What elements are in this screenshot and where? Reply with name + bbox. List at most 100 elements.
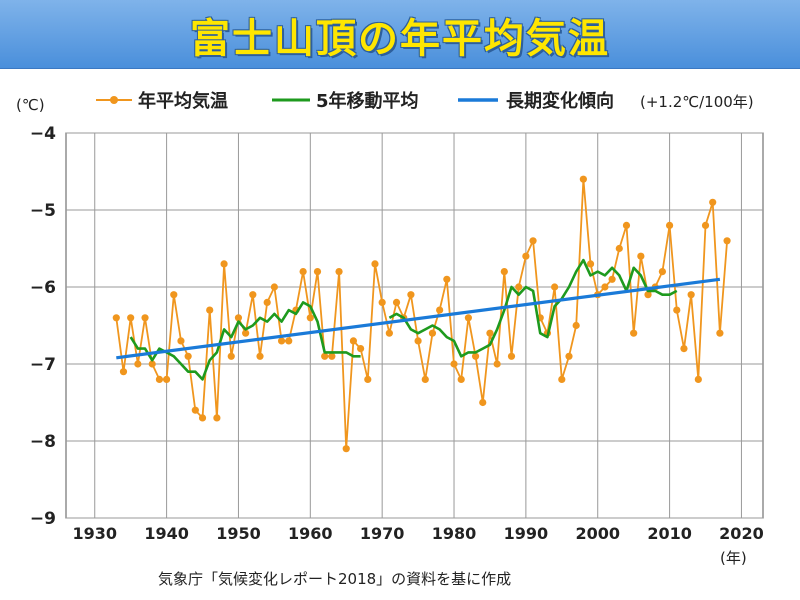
legend-label-moving-average: 5年移動平均 bbox=[316, 90, 419, 112]
legend-label-trend: 長期変化傾向 bbox=[506, 90, 614, 112]
annual-temp-point bbox=[191, 406, 199, 414]
annual-temp-point bbox=[680, 345, 688, 353]
annual-temp-point bbox=[471, 352, 480, 360]
annual-temp-point bbox=[263, 298, 271, 306]
annual-temp-point bbox=[687, 291, 695, 299]
moving-average-line bbox=[129, 301, 361, 381]
annual-temp-point bbox=[342, 445, 350, 453]
annual-temp-point bbox=[141, 314, 149, 322]
annual-temp-point bbox=[529, 237, 537, 245]
annual-temp-point bbox=[622, 221, 631, 229]
annual-temp-point bbox=[184, 352, 192, 360]
annual-temp-point bbox=[170, 291, 178, 299]
x-tick-label: 1930 bbox=[72, 524, 117, 543]
annual-temp-point bbox=[385, 329, 393, 337]
annual-temp-point bbox=[349, 337, 358, 345]
annual-temp-point bbox=[392, 298, 401, 306]
annual-temp-point bbox=[630, 329, 638, 337]
chart-title: 富士山頂の年平均気温 bbox=[190, 16, 610, 62]
annual-temp-point bbox=[694, 375, 702, 383]
annual-temp-point bbox=[428, 329, 437, 337]
y-axis-unit: (℃) bbox=[16, 96, 45, 114]
annual-temp-point bbox=[450, 360, 458, 368]
annual-temp-point bbox=[313, 268, 322, 276]
annual-temp-point bbox=[335, 268, 343, 276]
annual-temp-point bbox=[493, 360, 501, 368]
annual-temp-point bbox=[565, 352, 573, 360]
y-tick-label: −4 bbox=[30, 124, 56, 144]
annual-temp-point bbox=[328, 352, 336, 360]
annual-temp-point bbox=[443, 275, 451, 283]
annual-temp-point bbox=[321, 352, 329, 360]
annual-temp-point bbox=[220, 260, 228, 268]
y-tick-label: −7 bbox=[30, 355, 56, 375]
annual-temp-point bbox=[572, 321, 580, 330]
annual-temp-point bbox=[285, 337, 293, 345]
annual-temp-point bbox=[148, 360, 156, 368]
y-tick-label: −8 bbox=[30, 432, 56, 452]
annual-temp-point bbox=[658, 268, 667, 276]
annual-temp-point bbox=[364, 375, 372, 383]
y-tick-label: −6 bbox=[30, 278, 56, 298]
annual-temp-point bbox=[608, 275, 616, 283]
annual-temp-point bbox=[127, 314, 135, 322]
annual-temp-point bbox=[500, 268, 508, 276]
annual-temp-point bbox=[723, 237, 731, 245]
x-tick-label: 1990 bbox=[504, 524, 549, 543]
annual-temp-point bbox=[198, 414, 207, 422]
annual-temp-point bbox=[213, 414, 221, 422]
x-tick-label: 1980 bbox=[432, 524, 477, 543]
annual-temp-point bbox=[357, 345, 365, 353]
annual-temp-point bbox=[558, 375, 566, 383]
annual-temp-point bbox=[270, 283, 278, 291]
annual-temp-point bbox=[673, 306, 681, 314]
moving-average-line bbox=[388, 258, 678, 358]
y-tick-label: −9 bbox=[30, 509, 56, 529]
annual-temp-point bbox=[709, 198, 717, 206]
annual-temp-point bbox=[277, 337, 286, 345]
x-tick-label: 1950 bbox=[216, 524, 261, 543]
x-tick-label: 2010 bbox=[647, 524, 692, 543]
annual-temp-point bbox=[486, 329, 494, 337]
annual-temp-point bbox=[716, 329, 724, 337]
annual-temp-point bbox=[371, 260, 379, 268]
legend-trend-note: (+1.2℃/100年) bbox=[640, 93, 754, 111]
annual-temp-point bbox=[249, 291, 257, 299]
title-banner: 富士山頂の年平均気温 bbox=[0, 0, 800, 69]
annual-temp-point bbox=[177, 337, 185, 345]
annual-temp-point bbox=[551, 283, 559, 291]
annual-temp-point bbox=[701, 221, 710, 229]
annual-temp-point bbox=[162, 375, 171, 383]
x-axis-unit: (年) bbox=[720, 549, 747, 567]
annual-temp-point bbox=[407, 291, 415, 299]
annual-temp-point bbox=[522, 252, 530, 260]
annual-temp-point bbox=[119, 368, 128, 376]
x-tick-label: 2000 bbox=[575, 524, 620, 543]
annual-temp-point bbox=[227, 352, 235, 360]
annual-temp-point bbox=[421, 375, 429, 383]
annual-temp-point bbox=[206, 306, 214, 314]
plot-area bbox=[65, 132, 764, 519]
annual-temp-point bbox=[507, 352, 516, 360]
annual-temp-point bbox=[579, 175, 587, 183]
legend-marker-annual bbox=[110, 96, 118, 104]
annual-temp-point bbox=[306, 314, 314, 322]
x-tick-label: 1940 bbox=[144, 524, 189, 543]
annual-temp-point bbox=[637, 252, 645, 260]
annual-temp-point bbox=[644, 291, 652, 299]
x-tick-label: 2020 bbox=[719, 524, 764, 543]
source-note: 気象庁「気候変化レポート2018」の資料を基に作成 bbox=[158, 570, 512, 588]
annual-temp-point bbox=[515, 283, 523, 291]
annual-temp-point bbox=[378, 298, 386, 306]
x-tick-label: 1960 bbox=[288, 524, 333, 543]
annual-temp-point bbox=[155, 375, 164, 383]
annual-temp-point bbox=[256, 352, 264, 360]
annual-temp-point bbox=[234, 314, 243, 322]
y-tick-label: −5 bbox=[30, 201, 56, 221]
annual-temp-point bbox=[299, 268, 307, 276]
annual-temp-point bbox=[601, 283, 609, 291]
annual-temp-point bbox=[457, 375, 465, 383]
annual-temp-point bbox=[112, 314, 120, 322]
legend-label-annual: 年平均気温 bbox=[138, 90, 228, 112]
